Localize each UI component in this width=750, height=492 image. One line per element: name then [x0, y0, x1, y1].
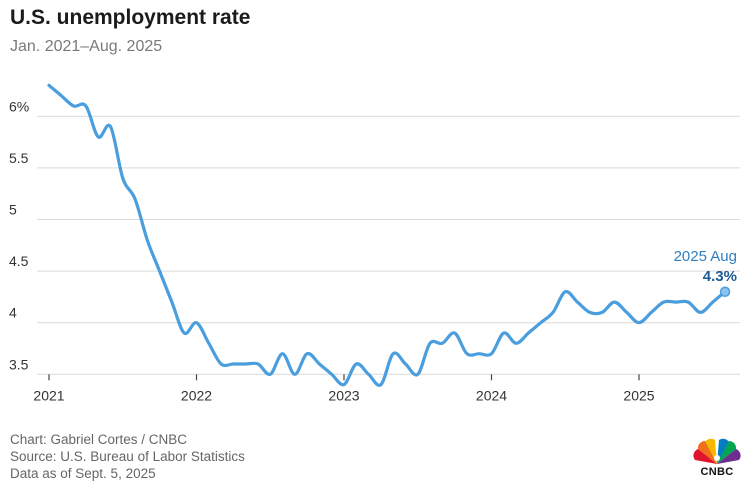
data-date-text: Data as of Sept. 5, 2025	[10, 466, 156, 481]
chart-footer: Chart: Gabriel Cortes / CNBC Source: U.S…	[10, 431, 245, 482]
y-tick-label: 5.5	[9, 150, 29, 166]
line-chart: 3.5 4 4.5 5 5.5 6% 2021 2022 2023 2024 2025 2025 …	[9, 83, 740, 403]
x-tick-label: 2021	[33, 387, 64, 403]
y-tick-label: 4.5	[9, 253, 29, 269]
annotation-label: 2025 Aug	[674, 248, 737, 265]
y-tick-label: 3.5	[9, 356, 29, 372]
series-line-unemployment	[47, 83, 727, 387]
y-tick-label: 5	[9, 202, 17, 218]
y-tick-label: 4	[9, 305, 17, 321]
credit-text: Chart: Gabriel Cortes / CNBC	[10, 432, 188, 447]
logo-text: CNBC	[700, 466, 734, 478]
x-tick-label: 2023	[328, 387, 359, 403]
y-tick-label: 6%	[9, 98, 29, 114]
cnbc-logo: CNBC	[692, 436, 742, 484]
peacock-icon	[693, 438, 741, 464]
latest-point-marker	[719, 286, 731, 297]
x-tick-label: 2022	[181, 387, 212, 403]
source-text: Source: U.S. Bureau of Labor Statistics	[10, 449, 245, 464]
x-tick-label: 2025	[623, 387, 654, 403]
chart-subtitle: Jan. 2021–Aug. 2025	[10, 38, 163, 55]
annotation-value: 4.3%	[703, 268, 737, 285]
x-tick-label: 2024	[476, 387, 507, 403]
chart-title: U.S. unemployment rate	[10, 6, 251, 29]
